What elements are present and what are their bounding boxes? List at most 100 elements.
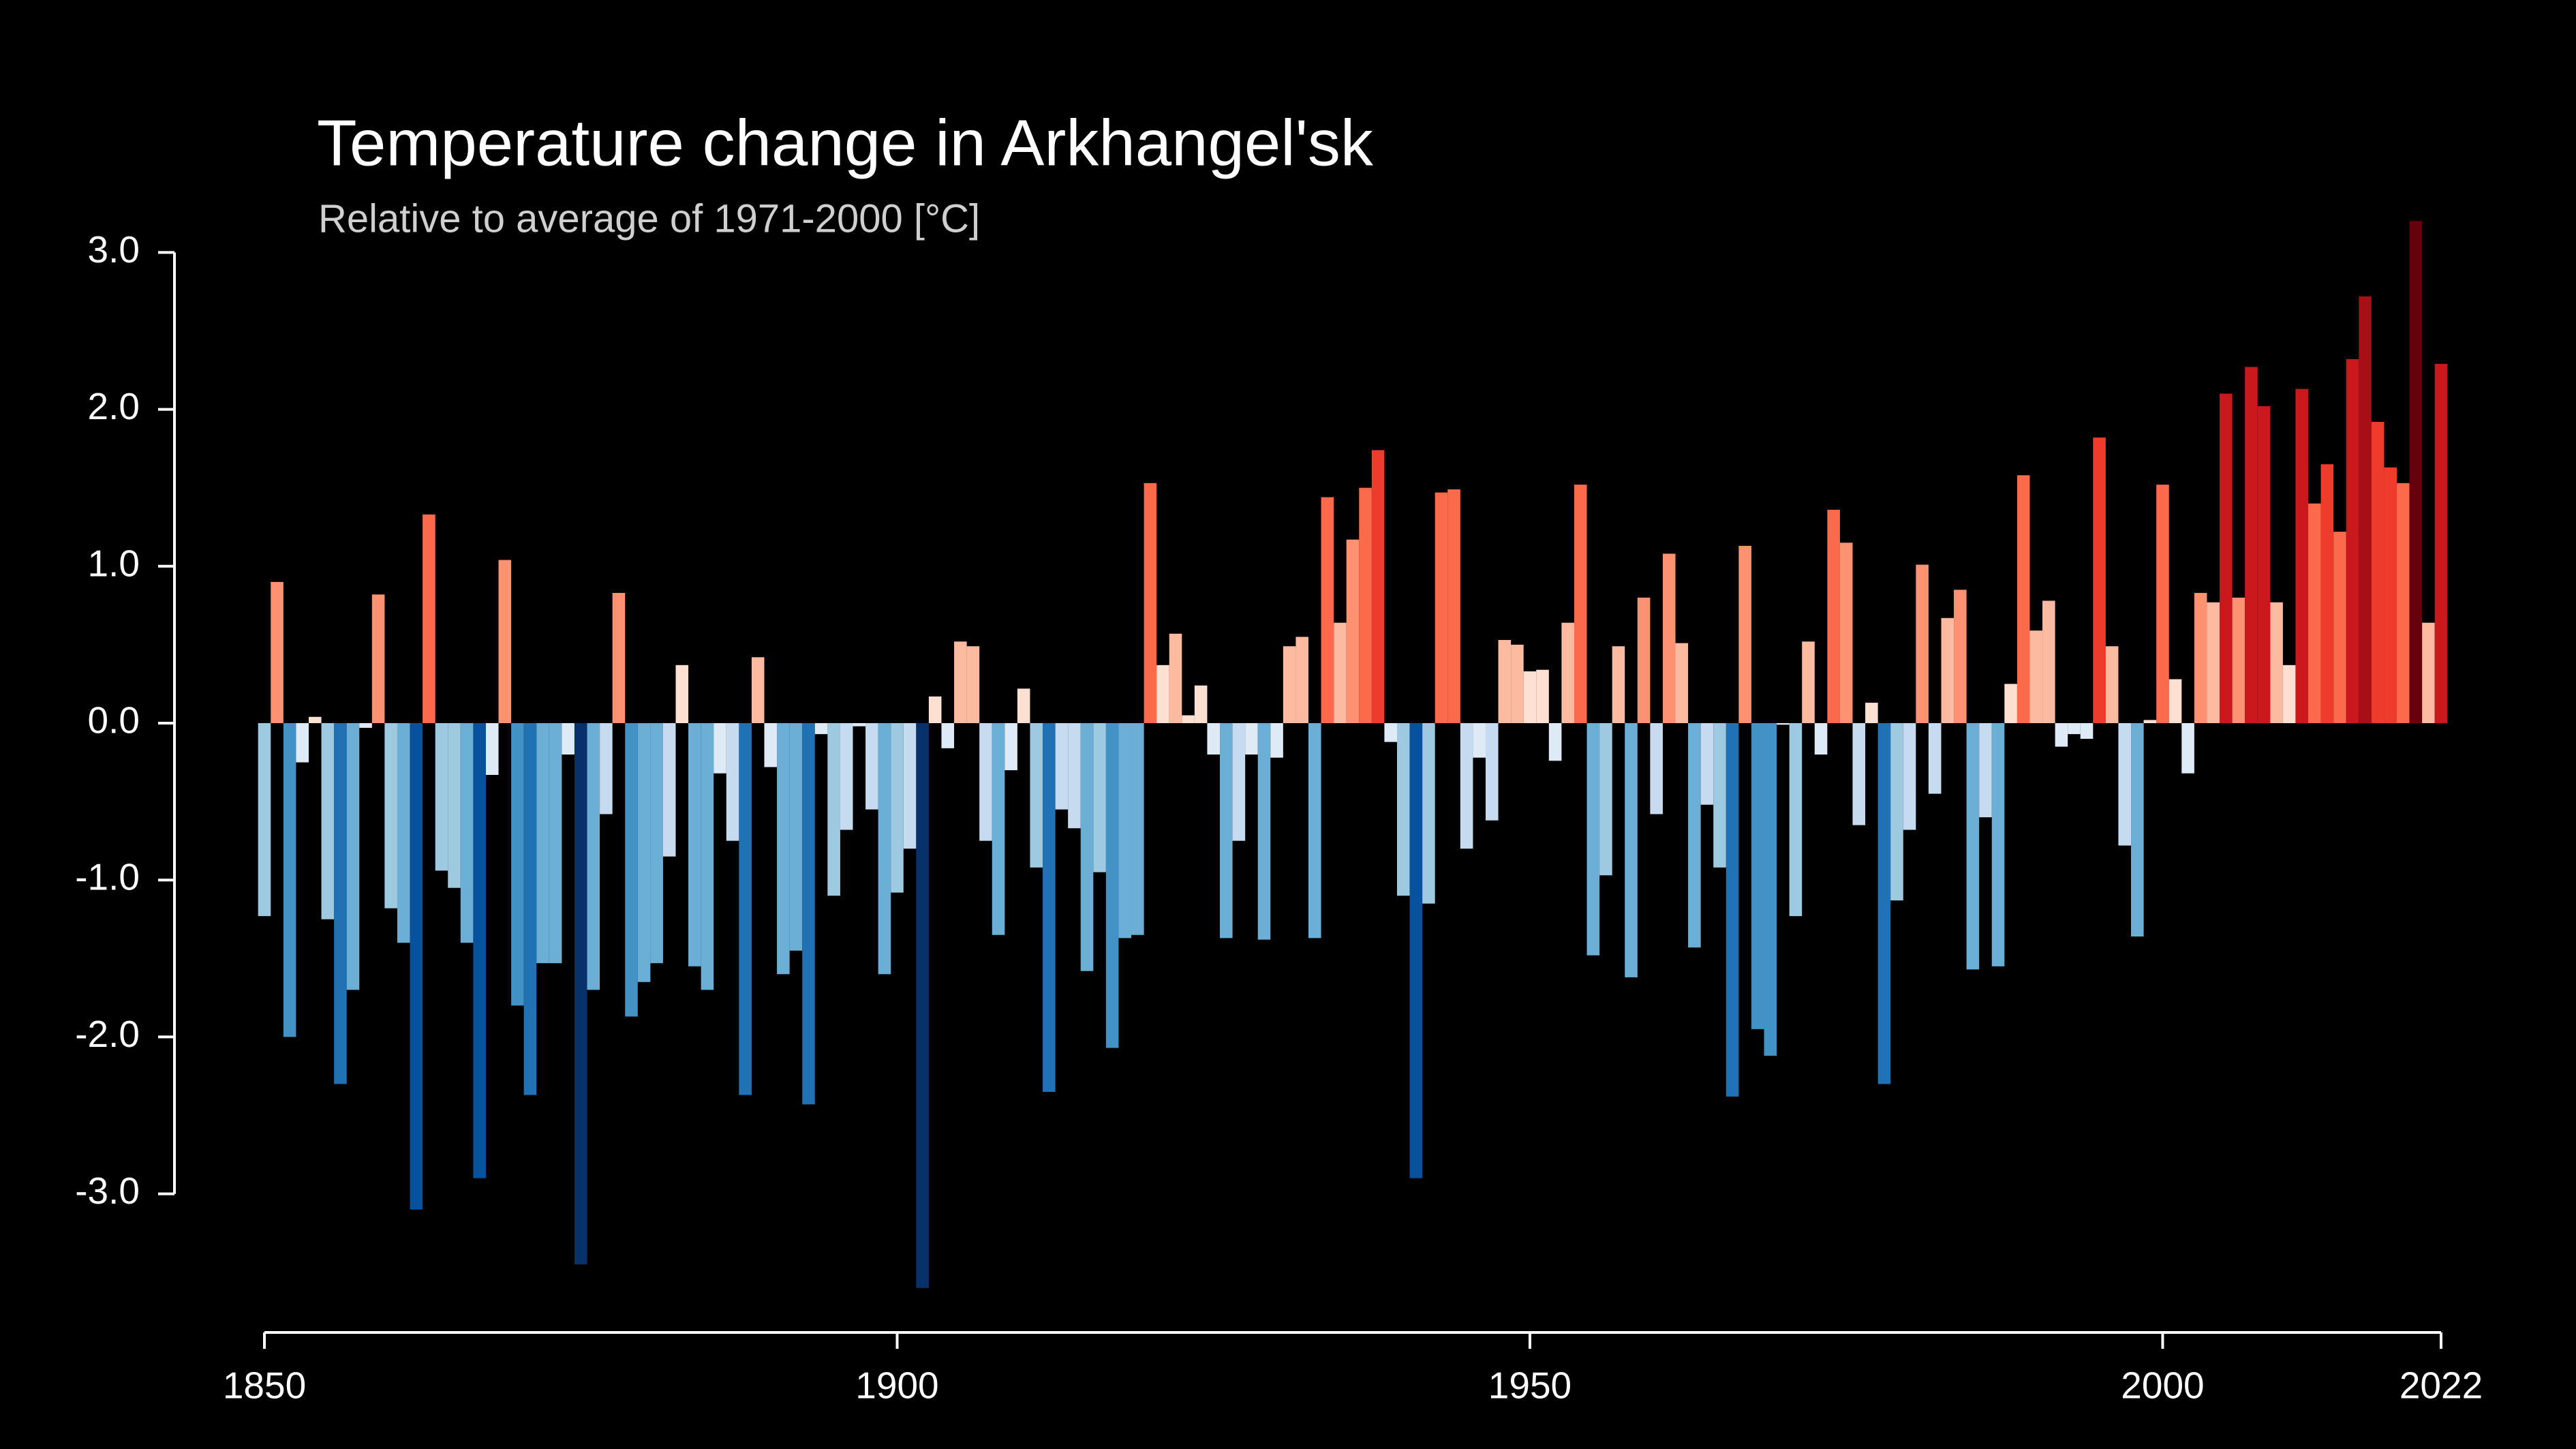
bar [1220,723,1233,939]
bar [1625,723,1638,977]
bar [1903,723,1916,830]
bar [485,723,499,775]
bar [2080,723,2094,739]
bar [979,723,992,841]
bar [1928,723,1942,794]
bar [1093,723,1106,872]
bar [511,723,524,1006]
bar [814,723,828,735]
bar [1839,543,1853,723]
bar [928,696,942,723]
bar [1941,617,1954,723]
bar [2308,503,2321,723]
bar [1194,685,1208,723]
bar [954,641,967,723]
bar [1118,723,1132,939]
bar [448,723,461,888]
bar [2017,475,2030,723]
bar [498,560,512,723]
bar [1751,723,1764,1029]
bar [1877,723,1891,1084]
bar [1043,723,1056,1092]
bar [587,723,600,990]
bar [2220,393,2233,723]
bar [2422,622,2435,723]
y-tick-label: 3.0 [88,228,140,271]
bar [2118,723,2132,846]
bar [992,723,1005,935]
bar [523,723,537,1095]
bar [1017,688,1030,723]
bar [1726,723,1739,1097]
x-tick-label: 2022 [2399,1364,2483,1407]
bar [1789,723,1803,917]
bar [1637,597,1651,723]
bar [726,723,739,841]
bar [2093,438,2106,723]
bar [853,723,866,727]
bar [2295,388,2309,723]
bar [1396,723,1410,896]
bar [321,723,335,919]
bar [802,723,815,1105]
bar [1536,669,1549,723]
bar [2270,602,2283,723]
bar [1523,671,1537,723]
bar [840,723,853,830]
bar [2359,296,2372,724]
bar [2257,406,2271,723]
bar [2320,464,2334,723]
bar [371,594,385,723]
bar [1650,723,1663,814]
bar [1473,723,1486,758]
bar [1334,622,1347,723]
bar [1030,723,1043,868]
bar [1599,723,1612,876]
bar [2397,483,2410,723]
bar [1852,723,1866,825]
bar [637,723,651,982]
bar [739,723,752,1095]
bar [2194,592,2207,723]
bar [1144,483,1157,723]
y-tick-label: 1.0 [88,542,140,584]
bar [650,723,663,964]
y-tick-label: -3.0 [75,1170,140,1212]
chart-subtitle: Relative to average of 1971-2000 [°C] [318,196,980,241]
bar [2055,723,2068,747]
bar [359,723,372,728]
bar [2245,367,2258,723]
bar [865,723,878,810]
bar [1005,723,1017,771]
bar [1371,450,1385,723]
bar [296,723,309,763]
bar [1777,723,1790,725]
bar [1346,539,1360,723]
bar [2346,359,2359,723]
bar [1245,723,1258,755]
bar [1321,497,1334,723]
bar [2181,723,2194,774]
bar [334,723,347,1084]
bar [2004,684,2017,723]
bar [2409,221,2423,723]
bar [1966,723,1980,970]
bar [2068,723,2081,735]
bar [675,665,689,723]
bar [549,723,562,964]
bar [2384,467,2397,723]
bar [1105,723,1119,1048]
bar [789,723,803,951]
bar [423,514,435,723]
bar [827,723,840,896]
bar [410,723,423,1210]
bar [1713,723,1726,868]
bar [1916,564,1929,723]
bar [1169,633,1182,723]
bar [1991,723,2005,966]
bar [662,723,676,857]
bar [1270,723,1283,758]
x-tick-label: 1900 [855,1364,938,1407]
